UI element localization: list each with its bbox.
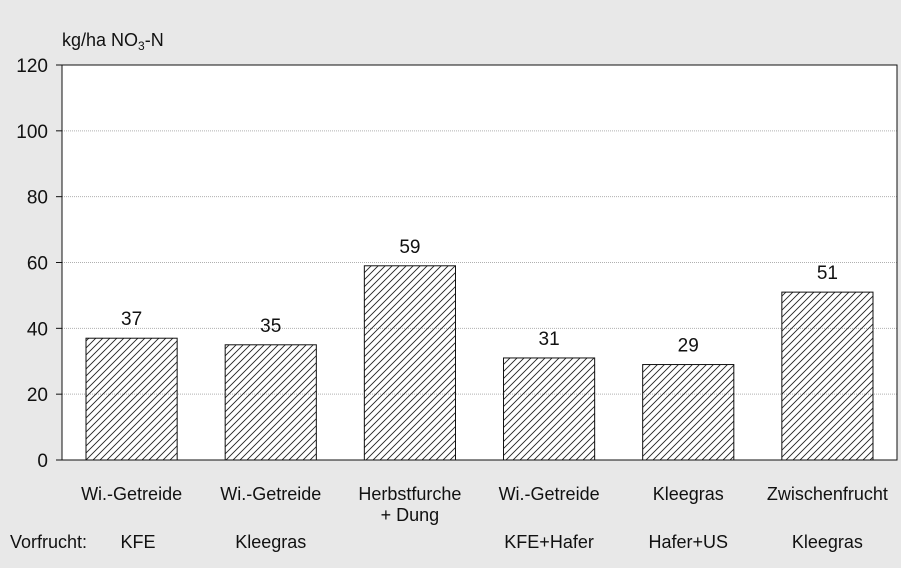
category-label: Herbstfurche [358, 484, 461, 504]
data-label: 51 [817, 263, 838, 284]
y-tick-label: 40 [27, 319, 48, 340]
y-tick-label: 60 [27, 254, 48, 275]
vorfrucht-value: KFE [120, 532, 155, 552]
bar [781, 291, 874, 461]
y-tick-label: 0 [37, 451, 48, 472]
y-tick-label: 100 [16, 122, 48, 143]
bar [642, 364, 735, 461]
bar [85, 337, 178, 461]
category-label: Zwischenfrucht [767, 484, 888, 504]
bar [503, 357, 596, 461]
bar [224, 344, 317, 461]
axes [56, 64, 898, 461]
data-label: 35 [260, 316, 281, 337]
category-label: + Dung [381, 505, 440, 525]
category-label: Kleegras [653, 484, 724, 504]
data-label: 37 [121, 309, 142, 330]
plot-area [62, 65, 897, 460]
data-label: 59 [399, 237, 420, 258]
vorfrucht-label: Vorfrucht: [10, 532, 87, 552]
vorfrucht-value: Hafer+US [648, 532, 728, 552]
category-label: Wi.-Getreide [499, 484, 600, 504]
data-label: 31 [539, 329, 560, 350]
vorfrucht-value: Kleegras [235, 532, 306, 552]
y-tick-label: 120 [16, 56, 48, 77]
bar [363, 265, 456, 461]
bars [85, 265, 874, 461]
category-label: Wi.-Getreide [220, 484, 321, 504]
vorfrucht-value: KFE+Hafer [504, 532, 594, 552]
data-label: 29 [678, 336, 699, 357]
y-tick-label: 20 [27, 385, 48, 406]
y-tick-label: 80 [27, 188, 48, 209]
category-label: Wi.-Getreide [81, 484, 182, 504]
plot-frame [61, 64, 898, 461]
y-axis-title: kg/ha NO3-N [62, 30, 164, 53]
labels: 0 20 40 60 80 100 120 37 Wi.-Getreide KFE 35 Wi.-Ge… [16, 56, 888, 552]
vorfrucht-value: Kleegras [792, 532, 863, 552]
